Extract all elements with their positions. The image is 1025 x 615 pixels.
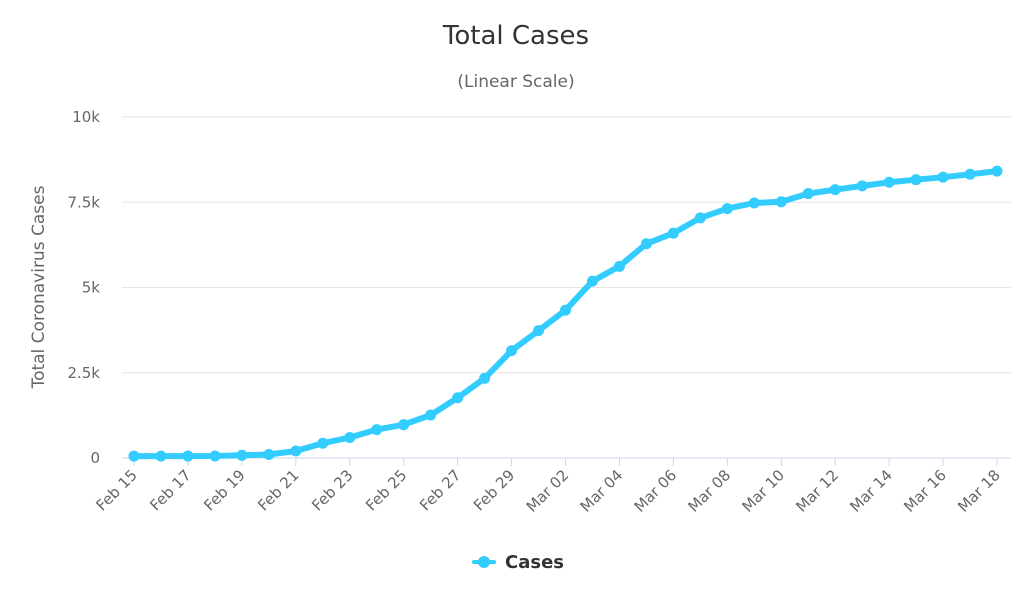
x-tick-label: Feb 17 (146, 466, 194, 514)
x-tick-label: Mar 18 (954, 466, 1004, 516)
data-point[interactable] (910, 174, 922, 186)
x-tick-label: Feb 23 (308, 466, 356, 514)
data-point[interactable] (667, 227, 679, 239)
x-tick-label: Mar 08 (685, 466, 735, 516)
x-tick-label: Feb 19 (200, 466, 248, 514)
x-tick-label: Mar 16 (900, 466, 950, 516)
data-point[interactable] (263, 448, 275, 460)
legend-label[interactable]: Cases (505, 552, 564, 573)
data-point[interactable] (236, 449, 248, 461)
legend[interactable]: Cases (472, 552, 564, 573)
data-point[interactable] (533, 325, 545, 337)
data-point[interactable] (128, 450, 140, 462)
data-point[interactable] (182, 450, 194, 462)
data-point[interactable] (317, 437, 329, 449)
x-tick-label: Mar 06 (631, 466, 681, 516)
x-tick-label: Mar 04 (577, 466, 627, 516)
data-point[interactable] (425, 409, 437, 421)
y-axis-label: Total Coronavirus Cases (29, 185, 49, 389)
x-tick-label: Mar 10 (738, 466, 788, 516)
y-tick-label: 2.5k (67, 364, 100, 382)
y-tick-label: 7.5k (67, 193, 100, 211)
x-tick-label: Feb 29 (470, 466, 518, 514)
series-cases (128, 165, 1003, 462)
data-point[interactable] (721, 203, 733, 215)
data-point[interactable] (560, 304, 571, 316)
data-point[interactable] (829, 184, 841, 196)
x-tick-label: Feb 25 (362, 466, 410, 514)
data-point[interactable] (452, 392, 464, 404)
legend-marker-icon (478, 556, 490, 568)
chart-subtitle: (Linear Scale) (457, 72, 574, 92)
data-point[interactable] (398, 419, 410, 431)
data-point[interactable] (209, 450, 221, 462)
x-tick-label: Mar 02 (523, 466, 573, 516)
x-axis-ticks: Feb 15 Feb 17 Feb 19 Feb 21 Feb 23 Feb 25 Feb … (92, 458, 1004, 516)
data-point[interactable] (640, 238, 652, 250)
data-point[interactable] (748, 197, 760, 209)
data-point[interactable] (694, 212, 706, 224)
x-tick-label: Feb 27 (416, 466, 464, 514)
x-tick-label: Mar 14 (846, 466, 896, 516)
data-point[interactable] (937, 171, 949, 183)
data-point[interactable] (802, 188, 814, 200)
y-tick-label: 0 (90, 449, 100, 467)
y-axis-ticks: 0 2.5k 5k 7.5k 10k (67, 108, 100, 467)
y-tick-label: 5k (82, 279, 101, 297)
data-point[interactable] (964, 168, 976, 180)
data-point[interactable] (506, 345, 518, 357)
data-point[interactable] (856, 180, 868, 192)
y-tick-label: 10k (72, 108, 100, 126)
x-tick-label: Mar 12 (792, 466, 842, 516)
data-point[interactable] (290, 445, 302, 457)
data-point[interactable] (613, 260, 625, 272)
data-point[interactable] (479, 372, 491, 384)
data-point[interactable] (991, 165, 1003, 177)
data-point[interactable] (371, 424, 383, 436)
x-tick-label: Feb 21 (254, 466, 302, 514)
x-tick-label: Feb 15 (92, 466, 140, 514)
chart-title: Total Cases (442, 21, 589, 51)
data-point[interactable] (586, 275, 598, 287)
data-point[interactable] (775, 196, 787, 208)
data-point[interactable] (344, 431, 356, 443)
data-point[interactable] (155, 450, 167, 462)
gridlines (122, 116, 1011, 459)
data-point[interactable] (883, 176, 895, 188)
